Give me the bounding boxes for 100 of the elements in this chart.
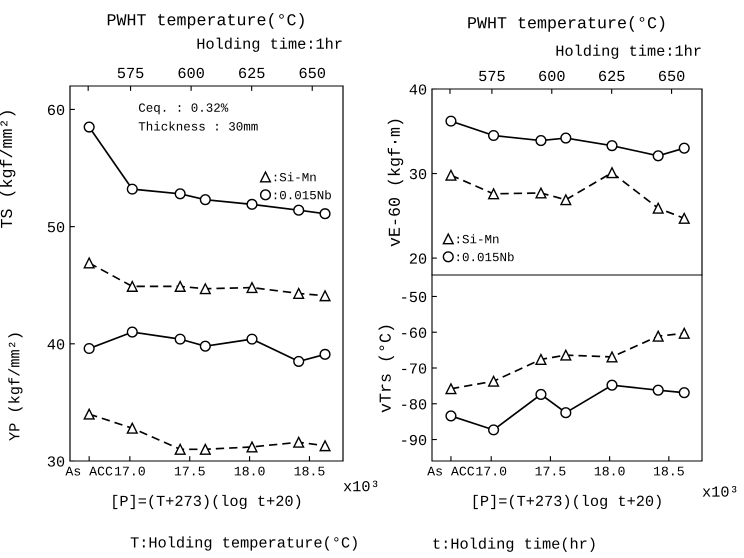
x-tick-label: 17.0 <box>476 466 506 476</box>
legend-label: :Si-Mn <box>274 172 316 182</box>
point <box>652 150 664 162</box>
point <box>488 376 500 387</box>
point <box>678 387 690 398</box>
y-tick-label: -50 <box>402 292 426 302</box>
annotation: Ceq. : 0.32% <box>138 103 228 114</box>
point <box>126 422 138 434</box>
x2-tick-label: 575 <box>479 70 505 82</box>
x2-axis-title: PWHT temperature(°C) <box>108 13 304 29</box>
point <box>488 424 500 436</box>
x-tick-label: 17.5 <box>536 466 566 476</box>
point <box>652 330 664 342</box>
point <box>488 188 500 200</box>
y-tick-label: 30 <box>410 168 426 180</box>
y-tick-label: -80 <box>402 399 426 410</box>
point <box>652 384 664 396</box>
point <box>560 132 572 144</box>
y-tick-label: 40 <box>48 339 64 350</box>
point <box>678 328 690 339</box>
point <box>535 187 547 199</box>
point <box>445 410 457 422</box>
legend-label: :0.015Nb <box>458 252 514 262</box>
point <box>319 348 331 360</box>
point <box>246 198 258 210</box>
point <box>293 356 304 367</box>
point <box>560 407 572 418</box>
point <box>488 130 500 142</box>
y-axis-title: TS (kgf/mm²) <box>0 111 16 228</box>
text: x10³ <box>344 480 378 492</box>
x-axis-title: [P]=(T+273)(log t+20) <box>474 494 661 510</box>
text: t:Holding time(hr) <box>433 538 594 552</box>
point <box>293 204 304 216</box>
x2-tick-label: 625 <box>239 68 264 78</box>
y-tick-label: -90 <box>402 434 426 446</box>
x-tick-label: As ACC <box>427 466 474 476</box>
point <box>174 444 186 455</box>
text: x10³ <box>702 486 736 497</box>
y-tick-label: 20 <box>410 253 426 264</box>
x-tick-label: 18.0 <box>594 466 625 476</box>
point <box>84 257 95 269</box>
point <box>535 388 547 400</box>
point <box>445 116 457 127</box>
x2-tick-label: 625 <box>599 70 624 82</box>
point <box>319 208 331 220</box>
point <box>535 135 547 146</box>
x-axis-title: [P]=(T+273)(log t+20) <box>113 494 300 510</box>
point <box>606 351 618 362</box>
text: T:Holding temperature(°C) <box>130 536 357 551</box>
y-axis-title: vE-60 (kgf·m) <box>388 120 404 246</box>
point <box>678 212 690 224</box>
point <box>606 140 618 152</box>
text: YP (kgf/mm²) <box>8 334 23 441</box>
point <box>535 354 547 365</box>
point <box>560 194 572 206</box>
x2-tick-label: 650 <box>300 68 326 78</box>
point <box>200 194 211 206</box>
y-tick-label: 60 <box>48 104 64 116</box>
annotation: Thickness : 30mm <box>138 121 258 131</box>
x-tick-label: As ACC <box>65 466 112 476</box>
point <box>174 334 186 345</box>
point <box>678 142 690 154</box>
x2-tick-label: 600 <box>178 68 204 78</box>
x2-axis-title: PWHT temperature(°C) <box>468 16 664 32</box>
x2-tick-label: 575 <box>118 68 144 78</box>
point <box>319 440 331 452</box>
x-tick-label: 18.5 <box>654 466 684 476</box>
point <box>246 282 258 294</box>
x-tick-label: 18.5 <box>294 466 324 476</box>
point <box>606 380 618 391</box>
point <box>652 202 664 214</box>
point <box>606 167 618 178</box>
point <box>200 444 211 455</box>
point <box>246 334 258 345</box>
x-tick-label: 17.5 <box>174 466 205 476</box>
point <box>84 342 95 354</box>
x2-tick-label: 600 <box>539 70 565 82</box>
point <box>293 288 304 299</box>
point <box>293 436 304 448</box>
y-tick-label: -70 <box>402 363 426 374</box>
y-tick-label: -60 <box>402 328 426 338</box>
point <box>200 340 211 352</box>
point <box>200 283 211 294</box>
y-tick-label: 50 <box>48 222 64 232</box>
point <box>445 383 457 394</box>
x2-tick-label: 650 <box>658 70 684 82</box>
point <box>246 441 258 452</box>
x-tick-label: 17.0 <box>114 466 145 476</box>
point <box>126 184 138 195</box>
point <box>84 121 95 133</box>
text: Holding time:1hr <box>198 38 342 52</box>
legend-label: :Si-Mn <box>458 234 498 244</box>
y-axis-title: vTrs (°C) <box>378 326 394 412</box>
point <box>84 408 95 420</box>
text: Holding time:1hr <box>556 44 701 59</box>
point <box>445 170 457 181</box>
point <box>126 280 138 292</box>
x-tick-label: 18.0 <box>234 466 265 476</box>
y-tick-label: 30 <box>48 456 64 467</box>
point <box>174 188 186 200</box>
